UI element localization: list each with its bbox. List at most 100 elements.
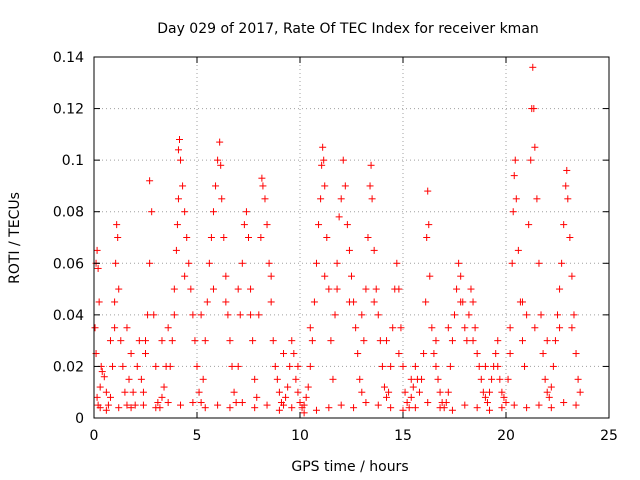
data-point bbox=[175, 136, 183, 144]
data-point bbox=[368, 195, 376, 203]
data-point bbox=[308, 337, 316, 345]
data-point bbox=[174, 146, 182, 154]
x-tick-label: 5 bbox=[193, 428, 202, 444]
data-point bbox=[261, 195, 269, 203]
data-point bbox=[300, 401, 308, 409]
data-point bbox=[209, 285, 217, 293]
data-point bbox=[547, 383, 555, 391]
data-point bbox=[321, 272, 329, 280]
data-point bbox=[424, 399, 432, 407]
data-point bbox=[356, 375, 364, 383]
data-point bbox=[387, 362, 395, 370]
data-point bbox=[543, 337, 551, 345]
y-tick-label: 0.12 bbox=[53, 102, 84, 118]
data-point bbox=[374, 311, 382, 319]
y-tick-label: 0.04 bbox=[53, 308, 84, 324]
x-axis-ticks: 0 5 10 15 20 25 bbox=[90, 57, 618, 444]
data-point bbox=[535, 401, 543, 409]
data-point bbox=[425, 221, 433, 229]
data-point bbox=[170, 311, 178, 319]
data-point bbox=[247, 285, 255, 293]
data-point bbox=[294, 388, 302, 396]
data-point bbox=[383, 393, 391, 401]
data-point bbox=[572, 350, 580, 358]
data-point bbox=[185, 259, 193, 267]
data-point bbox=[93, 246, 101, 254]
data-points bbox=[91, 63, 584, 417]
data-point bbox=[135, 337, 143, 345]
data-point bbox=[341, 182, 349, 190]
data-point bbox=[164, 324, 172, 332]
data-point bbox=[197, 399, 205, 407]
data-point bbox=[292, 375, 300, 383]
data-point bbox=[560, 399, 568, 407]
data-point bbox=[453, 285, 461, 293]
data-point bbox=[455, 259, 463, 267]
data-point bbox=[111, 298, 119, 306]
data-point bbox=[337, 195, 345, 203]
data-point bbox=[387, 404, 395, 412]
data-point bbox=[362, 285, 370, 293]
y-tick-label: 0.02 bbox=[53, 359, 84, 375]
data-point bbox=[177, 156, 185, 164]
data-point bbox=[488, 375, 496, 383]
data-point bbox=[547, 404, 555, 412]
data-point bbox=[109, 362, 117, 370]
data-point bbox=[133, 362, 141, 370]
data-point bbox=[95, 298, 103, 306]
data-point bbox=[304, 383, 312, 391]
data-point bbox=[473, 350, 481, 358]
data-point bbox=[442, 399, 450, 407]
data-point bbox=[525, 221, 533, 229]
data-point bbox=[523, 311, 531, 319]
data-point bbox=[302, 393, 310, 401]
data-point bbox=[543, 388, 551, 396]
data-point bbox=[405, 404, 413, 412]
data-point bbox=[343, 221, 351, 229]
data-point bbox=[275, 406, 283, 414]
data-point bbox=[535, 259, 543, 267]
data-point bbox=[158, 337, 166, 345]
data-point bbox=[197, 311, 205, 319]
data-point bbox=[554, 311, 561, 319]
data-point bbox=[477, 375, 485, 383]
data-point bbox=[498, 388, 506, 396]
data-point bbox=[545, 393, 553, 401]
data-point bbox=[306, 362, 314, 370]
y-axis-ticks: 0 0.02 0.04 0.06 0.08 0.1 0.12 0.14 bbox=[53, 50, 609, 427]
data-point bbox=[199, 375, 207, 383]
data-point bbox=[563, 166, 571, 174]
data-point bbox=[345, 298, 353, 306]
data-point bbox=[395, 285, 403, 293]
data-point bbox=[139, 388, 147, 396]
data-point bbox=[216, 138, 224, 146]
data-point bbox=[530, 105, 538, 113]
data-point bbox=[432, 337, 440, 345]
data-point bbox=[312, 259, 320, 267]
data-point bbox=[315, 221, 323, 229]
data-point bbox=[566, 234, 574, 241]
data-point bbox=[467, 285, 475, 293]
data-point bbox=[568, 324, 576, 332]
data-point bbox=[479, 388, 487, 396]
data-point bbox=[451, 311, 458, 319]
data-point bbox=[168, 337, 176, 345]
data-point bbox=[249, 337, 257, 345]
data-point bbox=[360, 337, 368, 345]
data-point bbox=[189, 311, 197, 319]
data-point bbox=[358, 311, 366, 319]
data-point bbox=[436, 404, 444, 412]
data-point bbox=[444, 324, 452, 332]
data-point bbox=[263, 401, 271, 409]
data-point bbox=[385, 388, 393, 396]
data-point bbox=[271, 362, 279, 370]
data-point bbox=[127, 350, 135, 358]
data-point bbox=[562, 182, 570, 190]
data-point bbox=[512, 195, 520, 203]
data-point bbox=[329, 375, 337, 383]
data-point bbox=[471, 324, 479, 332]
x-tick-label: 0 bbox=[90, 428, 99, 444]
data-point bbox=[393, 259, 401, 267]
data-point bbox=[319, 143, 327, 151]
